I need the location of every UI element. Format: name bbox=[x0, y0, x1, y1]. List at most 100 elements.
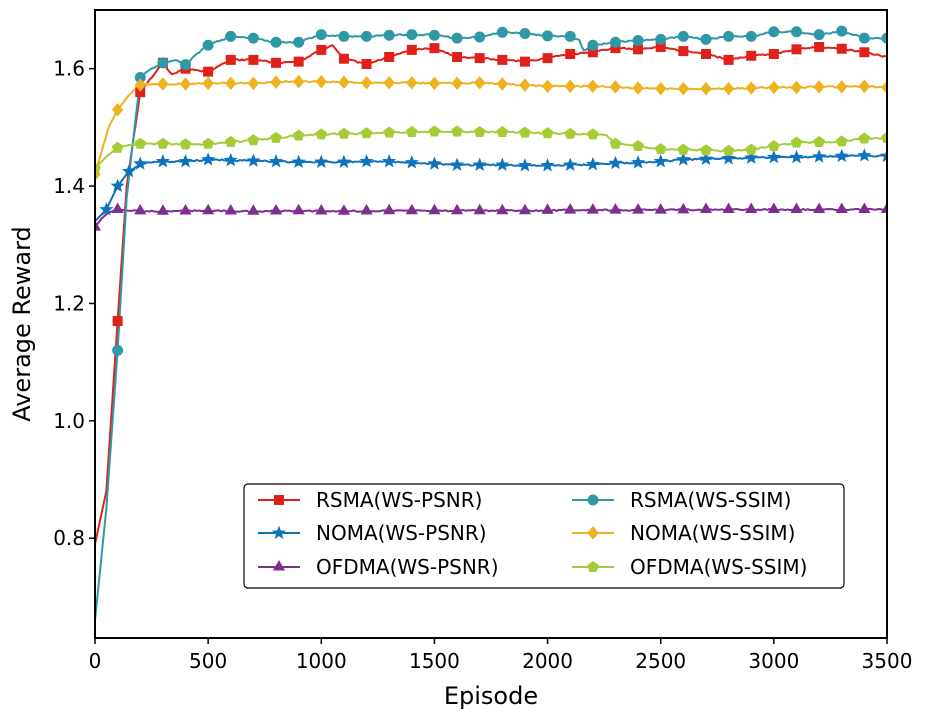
point-noma-ws-ssim bbox=[406, 75, 418, 90]
point-ofdma-ws-psnr bbox=[428, 203, 441, 215]
y-tick-label: 1.2 bbox=[53, 291, 85, 315]
point-ofdma-ws-psnr bbox=[292, 203, 305, 215]
point-noma-ws-psnr bbox=[540, 158, 555, 172]
point-rsma-ws-ssim bbox=[836, 25, 848, 37]
point-rsma-ws-ssim bbox=[700, 33, 712, 45]
point-ofdma-ws-ssim bbox=[881, 131, 887, 143]
legend-marker-rsma-ws-psnr bbox=[274, 495, 284, 505]
point-noma-ws-ssim bbox=[632, 81, 644, 95]
point-rsma-ws-psnr bbox=[814, 41, 825, 52]
legend-marker-noma-ws-psnr bbox=[271, 525, 287, 539]
point-ofdma-ws-psnr bbox=[858, 202, 871, 214]
point-ofdma-ws-psnr bbox=[745, 202, 758, 214]
marker-group bbox=[95, 25, 887, 356]
point-ofdma-ws-ssim bbox=[654, 142, 667, 155]
point-rsma-ws-ssim bbox=[587, 39, 599, 51]
point-rsma-ws-psnr bbox=[203, 66, 214, 77]
point-noma-ws-ssim bbox=[179, 77, 192, 91]
point-rsma-ws-ssim bbox=[655, 33, 667, 45]
point-ofdma-ws-psnr bbox=[654, 203, 667, 214]
point-ofdma-ws-psnr bbox=[677, 202, 690, 214]
point-noma-ws-ssim bbox=[541, 79, 554, 94]
point-noma-ws-ssim bbox=[881, 80, 887, 95]
point-noma-ws-psnr bbox=[653, 154, 668, 168]
point-rsma-ws-psnr bbox=[836, 43, 847, 54]
point-rsma-ws-ssim bbox=[315, 29, 327, 41]
point-ofdma-ws-psnr bbox=[813, 202, 826, 214]
point-ofdma-ws-ssim bbox=[111, 141, 124, 153]
point-ofdma-ws-psnr bbox=[699, 202, 713, 214]
point-noma-ws-ssim bbox=[790, 80, 803, 95]
point-rsma-ws-psnr bbox=[293, 56, 304, 67]
point-ofdma-ws-ssim bbox=[541, 127, 554, 139]
point-noma-ws-ssim bbox=[315, 74, 327, 89]
x-tick-label: 2500 bbox=[635, 649, 686, 673]
point-noma-ws-psnr bbox=[517, 158, 532, 172]
point-rsma-ws-psnr bbox=[271, 57, 282, 68]
point-noma-ws-ssim bbox=[157, 77, 169, 91]
point-rsma-ws-ssim bbox=[881, 32, 887, 44]
point-noma-ws-ssim bbox=[270, 75, 282, 89]
point-rsma-ws-ssim bbox=[813, 29, 825, 41]
point-rsma-ws-psnr bbox=[565, 49, 576, 60]
legend-label-noma-ws-ssim: NOMA(WS-SSIM) bbox=[630, 521, 795, 545]
point-noma-ws-psnr bbox=[789, 149, 804, 164]
point-noma-ws-ssim bbox=[247, 76, 260, 91]
x-tick-label: 3500 bbox=[862, 649, 913, 673]
point-rsma-ws-psnr bbox=[225, 54, 236, 65]
point-ofdma-ws-psnr bbox=[111, 202, 124, 214]
point-rsma-ws-ssim bbox=[383, 29, 395, 41]
legend-label-rsma-ws-ssim: RSMA(WS-SSIM) bbox=[630, 488, 791, 512]
point-ofdma-ws-psnr bbox=[586, 203, 599, 214]
point-ofdma-ws-psnr bbox=[632, 203, 645, 214]
point-rsma-ws-psnr bbox=[112, 316, 123, 327]
point-rsma-ws-ssim bbox=[293, 36, 305, 48]
y-tick-label: 1.0 bbox=[53, 409, 85, 433]
legend-marker-ofdma-ws-psnr bbox=[272, 560, 286, 571]
point-ofdma-ws-ssim bbox=[179, 138, 192, 150]
x-tick-label: 2000 bbox=[522, 649, 573, 673]
point-rsma-ws-psnr bbox=[338, 53, 349, 64]
point-rsma-ws-ssim bbox=[858, 32, 870, 44]
x-axis-label: Episode bbox=[444, 682, 538, 710]
point-rsma-ws-ssim bbox=[270, 36, 282, 48]
point-ofdma-ws-psnr bbox=[405, 203, 418, 215]
point-rsma-ws-ssim bbox=[112, 344, 124, 356]
point-rsma-ws-ssim bbox=[338, 30, 350, 42]
point-rsma-ws-psnr bbox=[700, 49, 711, 60]
legend-label-noma-ws-psnr: NOMA(WS-PSNR) bbox=[316, 521, 487, 545]
y-tick-label: 1.4 bbox=[53, 174, 85, 198]
point-rsma-ws-ssim bbox=[180, 59, 192, 71]
point-noma-ws-psnr bbox=[676, 152, 691, 166]
point-ofdma-ws-ssim bbox=[835, 135, 848, 147]
legend-box bbox=[243, 483, 845, 589]
point-noma-ws-psnr bbox=[812, 149, 827, 163]
point-ofdma-ws-ssim bbox=[496, 125, 509, 138]
point-ofdma-ws-psnr bbox=[835, 202, 848, 214]
y-tick-label: 0.8 bbox=[53, 526, 85, 550]
point-noma-ws-psnr bbox=[133, 156, 148, 170]
point-ofdma-ws-psnr bbox=[337, 204, 350, 215]
point-noma-ws-ssim bbox=[587, 79, 599, 94]
point-ofdma-ws-psnr bbox=[202, 203, 215, 215]
point-ofdma-ws-ssim bbox=[790, 136, 803, 148]
point-ofdma-ws-ssim bbox=[405, 125, 418, 138]
point-rsma-ws-psnr bbox=[768, 49, 779, 60]
point-rsma-ws-psnr bbox=[633, 44, 644, 55]
point-rsma-ws-psnr bbox=[474, 53, 485, 64]
point-rsma-ws-ssim bbox=[564, 30, 576, 42]
point-noma-ws-ssim bbox=[202, 76, 214, 91]
point-rsma-ws-psnr bbox=[361, 58, 372, 69]
y-tick-label: 1.6 bbox=[53, 57, 85, 81]
point-noma-ws-psnr bbox=[201, 152, 216, 166]
point-noma-ws-ssim bbox=[836, 80, 848, 94]
point-ofdma-ws-ssim bbox=[632, 140, 644, 152]
point-rsma-ws-psnr bbox=[859, 47, 870, 58]
x-tick-label: 1500 bbox=[409, 649, 460, 673]
point-ofdma-ws-psnr bbox=[541, 203, 554, 214]
point-ofdma-ws-psnr bbox=[880, 202, 887, 214]
point-rsma-ws-psnr bbox=[248, 54, 259, 65]
point-noma-ws-psnr bbox=[585, 156, 600, 171]
point-ofdma-ws-ssim bbox=[587, 128, 599, 140]
point-ofdma-ws-ssim bbox=[315, 128, 328, 140]
